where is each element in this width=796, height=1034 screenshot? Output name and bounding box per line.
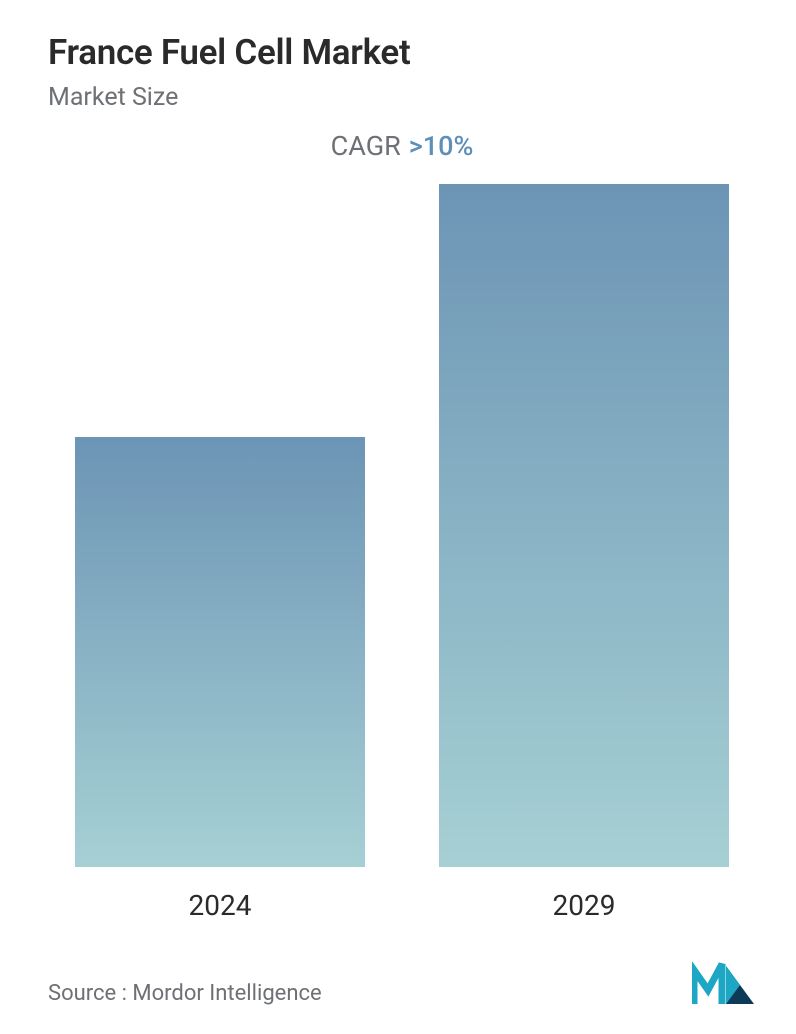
cagr-value: >10%	[409, 130, 474, 162]
chart-subtitle: Market Size	[48, 83, 756, 112]
bar-group-1: 2029	[432, 184, 736, 922]
bar-2029	[439, 184, 729, 867]
chart-title: France Fuel Cell Market	[48, 32, 756, 73]
cagr-row: CAGR>10%	[48, 130, 756, 162]
source-text: Source : Mordor Intelligence	[48, 981, 322, 1006]
bar-group-0: 2024	[68, 184, 372, 922]
chart-area: 2024 2029	[48, 170, 756, 922]
bar-space	[432, 184, 736, 867]
bar-space	[68, 184, 372, 867]
bar-2024	[75, 437, 365, 867]
chart-container: France Fuel Cell Market Market Size CAGR…	[0, 0, 796, 1034]
bar-label-2024: 2024	[189, 889, 252, 922]
mordor-logo-icon	[692, 962, 756, 1006]
cagr-label: CAGR	[331, 130, 401, 162]
chart-footer: Source : Mordor Intelligence	[48, 962, 756, 1014]
bar-label-2029: 2029	[553, 889, 616, 922]
